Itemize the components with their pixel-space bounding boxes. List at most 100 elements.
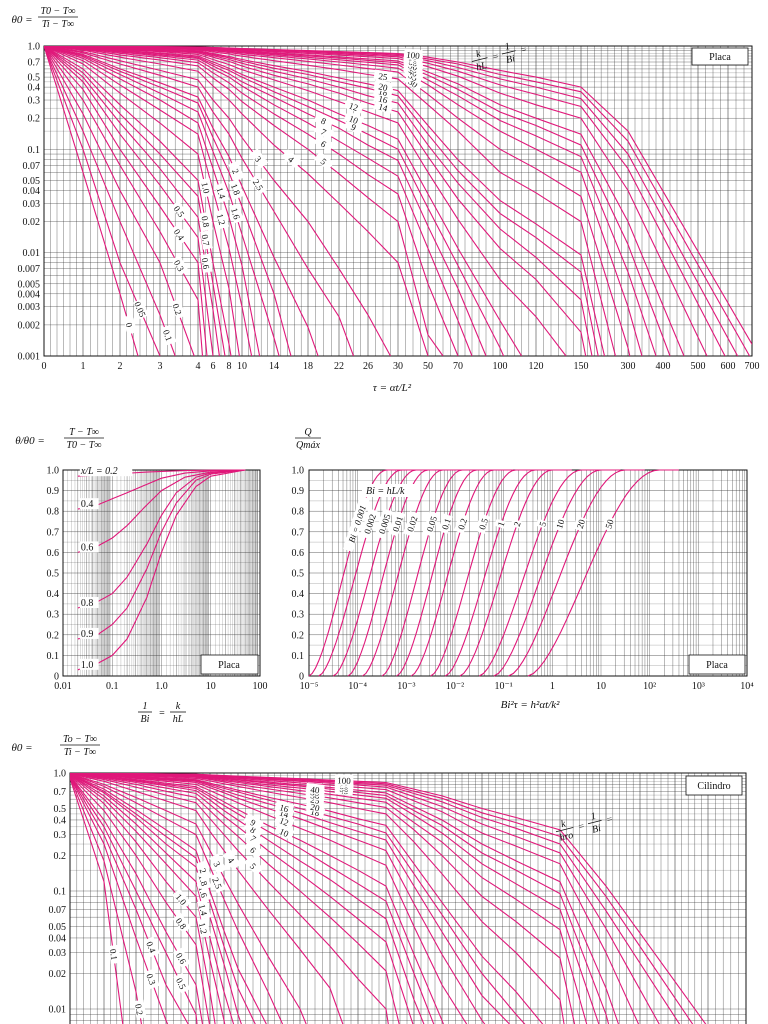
curve-label-group: 10 <box>274 823 295 841</box>
curve-label: 20 <box>309 802 321 814</box>
curve-label-bg <box>172 888 192 909</box>
x-tick-label: 18 <box>303 361 313 372</box>
curve-bi-25 <box>70 773 565 1024</box>
param-k-over-hl-den: hL <box>475 60 488 73</box>
curve-bi-1.6 <box>70 773 242 1024</box>
curve-bi-5 <box>479 469 601 677</box>
y-tick-label: 0.1 <box>47 651 60 662</box>
param-k-over-hro-bar <box>555 827 574 833</box>
curve-label-group: 1 <box>494 518 507 529</box>
curve-label-group: 1.4 <box>214 182 230 203</box>
x-tick-label: 10⁻¹ <box>495 681 513 692</box>
y-tick-label: 0.2 <box>54 851 67 862</box>
curve-label-bg <box>313 122 335 141</box>
curve-label: 3 <box>253 154 264 164</box>
curve-bi-1.2 <box>70 774 226 1024</box>
plot-frame <box>62 469 261 677</box>
curve-bi-100 <box>70 773 707 1024</box>
curve-bi-14 <box>44 46 587 356</box>
y-axis-label-frac-den: Ti − T∞ <box>42 19 74 30</box>
curve-label-group: 9 <box>343 118 365 135</box>
curve-label: 12 <box>348 101 360 113</box>
y-axis-label-frac-num: To − T∞ <box>63 734 97 745</box>
curve-label: 10 <box>347 113 360 126</box>
curve-label: 16 <box>278 802 290 814</box>
curve-label-bg <box>601 516 616 532</box>
curve-label-group: 5 <box>535 518 548 529</box>
x-tick-label: 0 <box>42 361 47 372</box>
curve-label-group: 3 <box>249 148 269 169</box>
curve-label-group: 0.3 <box>144 968 160 990</box>
panel-label-box <box>688 654 746 675</box>
curve-label: 14 <box>377 101 389 113</box>
curve-label-bg <box>170 200 190 222</box>
curve-label-group: 2 <box>196 860 212 881</box>
curve-label-group: 1.6 <box>229 203 244 224</box>
curve-bi-2.5 <box>44 46 355 356</box>
x-tick-label: 50 <box>423 361 433 372</box>
y-tick-label: 0.2 <box>28 114 41 125</box>
curve-label-bg <box>305 782 325 795</box>
curve-label-group: 0.2 <box>133 999 147 1020</box>
curve-label-group: 6 <box>243 839 264 860</box>
param-one-over-bi-bar <box>501 50 516 55</box>
curve-label-bg <box>79 498 99 510</box>
curve-bi-0.001 <box>308 469 407 677</box>
curve-bi-0.7 <box>44 46 226 356</box>
curve-label: 18 <box>309 806 321 818</box>
x-tick-label: 3 <box>158 361 163 372</box>
curve-label-bg <box>281 149 302 169</box>
curve-label-group: 0.4 <box>170 223 190 245</box>
y-axis-label-lhs: θ/θ0 = <box>15 435 45 447</box>
curve-bi-1.6 <box>44 46 280 356</box>
curve-label-group: 0.05 <box>132 298 150 320</box>
grid-cilindro <box>69 773 747 1024</box>
y-tick-label: 0.02 <box>23 217 41 228</box>
curve-label-group: 20 <box>573 516 587 532</box>
chart-placa-temperature: 1.00.70.50.40.30.20.10.070.050.040.030.0… <box>11 6 759 394</box>
curve-label-group: 8 <box>313 111 335 129</box>
curve-bi-20 <box>44 46 606 356</box>
curve-bi-0.6 <box>44 46 220 356</box>
curve-bi-0.8 <box>44 46 232 356</box>
curve-label-bg <box>313 134 335 153</box>
x-tick-label: 300 <box>621 361 636 372</box>
curve-bi-1.4 <box>44 46 261 356</box>
x-tick-label: 1 <box>550 681 555 692</box>
curve-label-bg <box>453 513 470 534</box>
curve-label-group: 6 <box>313 134 335 153</box>
param-k-over-hro-num: k <box>560 818 568 830</box>
param-eq2: = <box>520 44 528 56</box>
curve-bi-100 <box>44 46 752 345</box>
x-tick-label: 8 <box>227 361 232 372</box>
curve-label: 2.5 <box>210 876 224 891</box>
y-tick-label: 0.3 <box>292 610 305 621</box>
curve-label-group: 1.2 <box>197 918 211 938</box>
curve-label-group: 50 <box>601 516 616 532</box>
curve-label-bg <box>170 223 190 245</box>
x-tick-label: 10 <box>206 681 216 692</box>
curve-label: 7 <box>248 833 258 844</box>
curve-bi-0.4 <box>70 775 189 1024</box>
curve-label-bg <box>403 48 423 61</box>
curve-label: 1.0 <box>199 181 211 195</box>
param-one-over-bi-bar <box>587 819 602 825</box>
y-tick-label: 0.5 <box>47 569 60 580</box>
curve-label-group: 1.0 <box>199 177 214 198</box>
x-tick-label: 100 <box>253 681 268 692</box>
curve-label-bg <box>343 98 364 114</box>
curve-label: 100 <box>406 50 421 62</box>
curve-bi-2 <box>44 46 319 356</box>
x-tick-label: 10 <box>596 681 606 692</box>
curve-label-group: 0.3 <box>171 254 189 276</box>
curve-label-bg <box>196 860 212 881</box>
y-tick-label: 0.4 <box>54 815 67 826</box>
curve-label: 0.5 <box>174 976 188 991</box>
param-k-over-hl-num: k <box>475 48 483 60</box>
curve-label-bg <box>373 69 393 82</box>
curve-labels-placa: 00.05 0.1 0.2 0.3 0.40.5 0.6 0.7 0.8 1.0 1.2 1.41.… <box>122 48 424 346</box>
curve-label-bg <box>437 513 454 534</box>
panel-label: Placa <box>218 660 240 671</box>
curve-label: 25 <box>310 794 321 805</box>
y-tick-label: 0.1 <box>28 145 41 156</box>
